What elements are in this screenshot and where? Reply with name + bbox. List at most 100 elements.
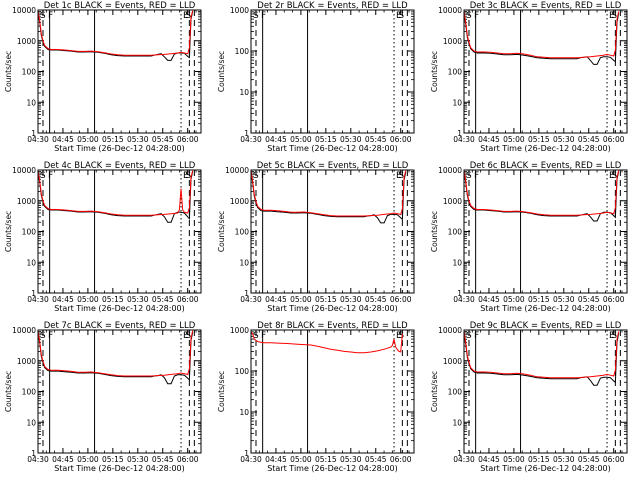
lld-line [251, 331, 403, 354]
y-tick-label: 10000 [438, 6, 462, 15]
y-tick-label: 100 [235, 228, 250, 237]
marker-label-s2: S [611, 331, 617, 341]
plot-frame [463, 9, 628, 134]
y-tick-label: 10 [239, 408, 249, 417]
x-tick-label: 05:30 [340, 295, 362, 304]
y-tick-label: 1000 [17, 357, 36, 366]
y-tick-label: 1 [31, 129, 36, 138]
x-axis-label: Start Time (26-Dec-12 04:28:00) [480, 464, 611, 473]
y-tick-label: 10 [239, 88, 249, 97]
panel-title: Det 3c BLACK = Events, RED = LLD [470, 1, 622, 11]
x-tick-label: 05:45 [152, 455, 174, 464]
x-tick-label: 05:30 [127, 295, 149, 304]
y-tick-label: 1000 [230, 6, 249, 15]
panel-5: Det 5c BLACK = Events, RED = LLD 1 10 100 10… [217, 161, 415, 313]
marker-label-s2: S [185, 171, 191, 181]
marker-label-s2: S [398, 331, 404, 341]
y-tick-label: 100 [22, 228, 37, 237]
x-tick-label: 04:45 [265, 455, 287, 464]
y-tick-label: 1000 [17, 37, 36, 46]
marker-label-f: F [261, 11, 266, 21]
y-tick-label: 10000 [12, 166, 36, 175]
y-tick-label: 100 [22, 68, 37, 77]
marker-label-e: E [183, 331, 189, 341]
x-tick-label: 05:30 [127, 455, 149, 464]
panel-title: Det 7c BLACK = Events, RED = LLD [44, 321, 196, 331]
y-tick-label: 1000 [443, 197, 462, 206]
lld-line [464, 331, 620, 379]
x-axis-label: Start Time (26-Dec-12 04:28:00) [267, 304, 398, 313]
x-axis-label: Start Time (26-Dec-12 04:28:00) [54, 144, 185, 153]
y-tick-label: 1000 [230, 197, 249, 206]
y-tick-label: 1 [457, 289, 462, 298]
x-tick-label: 05:15 [315, 135, 337, 144]
plot-frame [250, 9, 415, 134]
panel-title: Det 1c BLACK = Events, RED = LLD [44, 1, 196, 11]
marker-label-s: S [466, 171, 472, 181]
x-tick-label: 04:30 [453, 295, 475, 304]
y-tick-label: 10 [452, 418, 462, 427]
marker-label-e: E [609, 331, 615, 341]
x-axis-label: Start Time (26-Dec-12 04:28:00) [54, 304, 185, 313]
marker-label-f: F [474, 331, 479, 341]
x-tick-label: 04:45 [265, 135, 287, 144]
y-tick-label: 100 [448, 228, 463, 237]
x-axis-label: Start Time (26-Dec-12 04:28:00) [267, 464, 398, 473]
events-line [38, 11, 194, 61]
y-tick-label: 1 [31, 449, 36, 458]
y-axis-label: Counts/sec [4, 51, 13, 92]
panel-1: Det 1c BLACK = Events, RED = LLD 1 10 100 10… [4, 1, 202, 153]
y-tick-label: 10000 [225, 166, 249, 175]
y-tick-label: 10 [26, 418, 36, 427]
panel-7: Det 7c BLACK = Events, RED = LLD 1 10 100 10… [4, 321, 202, 473]
marker-label-s2: S [611, 11, 617, 21]
x-tick-label: 06:00 [603, 455, 625, 464]
y-axis-label: Counts/sec [217, 51, 226, 92]
x-tick-label: 05:00 [290, 135, 312, 144]
x-tick-label: 05:00 [503, 135, 525, 144]
events-line [38, 332, 194, 385]
y-tick-label: 1 [457, 449, 462, 458]
y-tick-label: 1 [244, 289, 249, 298]
events-line [464, 332, 620, 386]
x-tick-label: 04:45 [52, 455, 74, 464]
x-tick-label: 06:00 [177, 295, 199, 304]
y-tick-label: 10 [452, 98, 462, 107]
panel-8: Det 8r BLACK = Events, RED = LLD 1 10 100 10… [217, 321, 415, 473]
marker-label-s: S [40, 171, 46, 181]
x-tick-label: 05:00 [77, 455, 99, 464]
x-tick-label: 05:45 [578, 135, 600, 144]
marker-label-e: E [183, 11, 189, 21]
y-tick-label: 1 [31, 289, 36, 298]
x-tick-label: 05:15 [315, 295, 337, 304]
x-tick-label: 05:30 [340, 455, 362, 464]
lld-line [38, 330, 194, 377]
panel-title: Det 2r BLACK = Events, RED = LLD [257, 1, 408, 11]
x-tick-label: 05:30 [340, 135, 362, 144]
x-tick-label: 05:45 [365, 135, 387, 144]
panel-title: Det 4c BLACK = Events, RED = LLD [44, 161, 196, 171]
x-tick-label: 05:15 [528, 135, 550, 144]
y-tick-label: 10 [26, 98, 36, 107]
plot-frame [463, 169, 628, 294]
lld-line [464, 11, 620, 59]
panel-title: Det 6c BLACK = Events, RED = LLD [470, 161, 622, 171]
marker-label-f: F [48, 331, 53, 341]
x-tick-label: 04:30 [240, 135, 262, 144]
marker-label-e: E [396, 331, 402, 341]
x-tick-label: 05:00 [290, 455, 312, 464]
y-tick-label: 1000 [443, 357, 462, 366]
y-tick-label: 1000 [230, 326, 249, 335]
x-tick-label: 05:00 [290, 295, 312, 304]
y-axis-label: Counts/sec [430, 51, 439, 92]
x-tick-label: 05:00 [503, 455, 525, 464]
y-axis-label: Counts/sec [430, 371, 439, 412]
x-tick-label: 04:30 [240, 455, 262, 464]
y-tick-label: 100 [448, 388, 463, 397]
x-tick-label: 05:00 [503, 295, 525, 304]
x-tick-label: 06:00 [390, 135, 412, 144]
x-tick-label: 05:00 [77, 295, 99, 304]
plot-frame [37, 329, 202, 454]
panel-title: Det 9c BLACK = Events, RED = LLD [470, 321, 622, 331]
panel-2: Det 2r BLACK = Events, RED = LLD 1 10 100 10… [217, 1, 415, 153]
